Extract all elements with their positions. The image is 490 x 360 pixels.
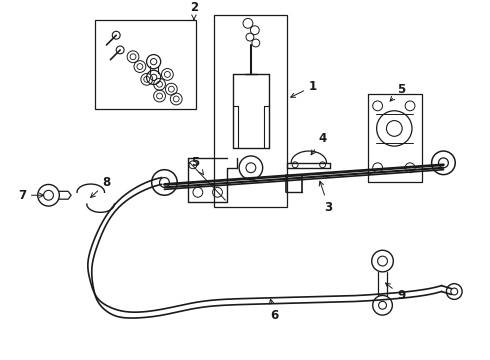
Text: 1: 1 [291,80,317,97]
Text: 3: 3 [319,181,333,213]
Text: 9: 9 [386,283,406,302]
Text: 2: 2 [190,1,198,20]
Text: 5: 5 [191,156,203,175]
Bar [95,21,196,109]
Bar [214,15,287,207]
Text: 8: 8 [91,176,111,198]
Text: 4: 4 [311,132,327,155]
Polygon shape [291,151,326,163]
Text: 5: 5 [390,83,406,101]
Text: 7: 7 [18,189,44,202]
Text: 6: 6 [270,299,279,321]
